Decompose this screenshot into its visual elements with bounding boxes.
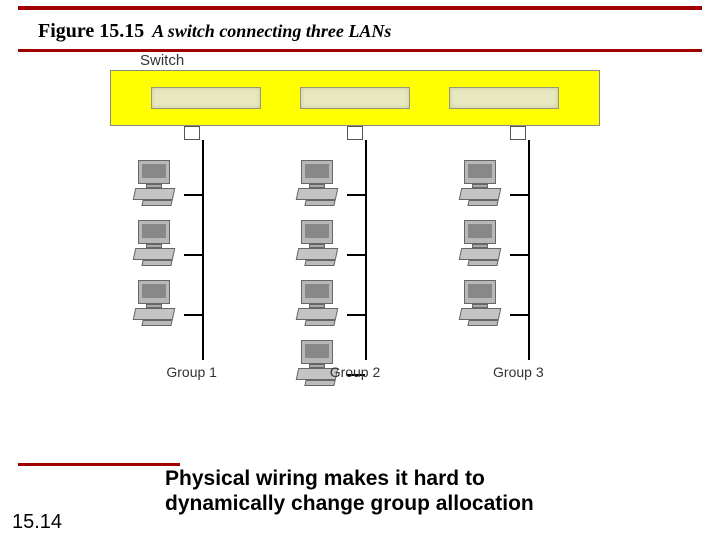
keyboard-icon: [141, 260, 172, 266]
computer-base: [459, 308, 502, 320]
group-label: Group 2: [295, 364, 415, 380]
backbone-cable: [528, 140, 530, 360]
lan-column: Group 1: [132, 140, 252, 380]
switch-port: [184, 126, 200, 140]
drop-cable: [347, 194, 365, 196]
computer-icon: [295, 220, 347, 270]
caption-text: Physical wiring makes it hard to dynamic…: [165, 466, 534, 516]
computer-icon: [132, 160, 184, 210]
monitor-icon: [301, 220, 333, 244]
figure-title: A switch connecting three LANs: [152, 21, 391, 42]
keyboard-icon: [304, 260, 335, 266]
computer-icon: [458, 220, 510, 270]
monitor-icon: [138, 220, 170, 244]
computer-icon: [132, 220, 184, 270]
backbone-cable: [202, 140, 204, 360]
switch-module: [300, 87, 410, 109]
switch-port: [347, 126, 363, 140]
switch-module: [449, 87, 559, 109]
drop-cable: [510, 314, 528, 316]
drop-cable: [510, 254, 528, 256]
keyboard-icon: [468, 200, 499, 206]
footer-rule: [18, 463, 180, 466]
switch-module: [151, 87, 261, 109]
lan-columns: Group 1 Group 2 Group 3: [110, 140, 600, 380]
keyboard-icon: [468, 320, 499, 326]
switch-port: [510, 126, 526, 140]
switch-label: Switch: [140, 52, 184, 69]
drop-cable: [184, 314, 202, 316]
caption-line-2: dynamically change group allocation: [165, 492, 534, 515]
top-rule: [18, 6, 702, 10]
monitor-icon: [138, 160, 170, 184]
computer-icon: [295, 160, 347, 210]
monitor-icon: [138, 280, 170, 304]
network-diagram: Switch Group 1 Group 2 Group 3: [110, 52, 610, 422]
lan-column: Group 3: [458, 140, 578, 380]
computer-base: [296, 308, 339, 320]
computer-base: [132, 188, 175, 200]
computer-icon: [458, 160, 510, 210]
switch-ports: [110, 126, 600, 140]
lan-column: Group 2: [295, 140, 415, 380]
computer-base: [132, 248, 175, 260]
figure-header: Figure 15.15 A switch connecting three L…: [38, 20, 720, 43]
drop-cable: [510, 194, 528, 196]
backbone-cable: [365, 140, 367, 360]
keyboard-icon: [304, 200, 335, 206]
computer-icon: [458, 280, 510, 330]
keyboard-icon: [304, 320, 335, 326]
computer-base: [296, 188, 339, 200]
switch-chassis: [110, 70, 600, 126]
page-number: 15.14: [12, 511, 62, 534]
computer-base: [459, 248, 502, 260]
keyboard-icon: [468, 260, 499, 266]
drop-cable: [184, 194, 202, 196]
computer-icon: [132, 280, 184, 330]
group-label: Group 3: [458, 364, 578, 380]
computer-base: [296, 248, 339, 260]
monitor-icon: [464, 160, 496, 184]
caption-line-1: Physical wiring makes it hard to: [165, 467, 485, 490]
monitor-icon: [464, 280, 496, 304]
keyboard-icon: [304, 380, 335, 386]
keyboard-icon: [141, 320, 172, 326]
keyboard-icon: [141, 200, 172, 206]
drop-cable: [347, 254, 365, 256]
monitor-icon: [301, 160, 333, 184]
figure-number: Figure 15.15: [38, 20, 144, 43]
computer-icon: [295, 280, 347, 330]
monitor-icon: [301, 280, 333, 304]
group-label: Group 1: [132, 364, 252, 380]
drop-cable: [347, 314, 365, 316]
computer-base: [132, 308, 175, 320]
computer-base: [459, 188, 502, 200]
drop-cable: [184, 254, 202, 256]
monitor-icon: [301, 340, 333, 364]
monitor-icon: [464, 220, 496, 244]
